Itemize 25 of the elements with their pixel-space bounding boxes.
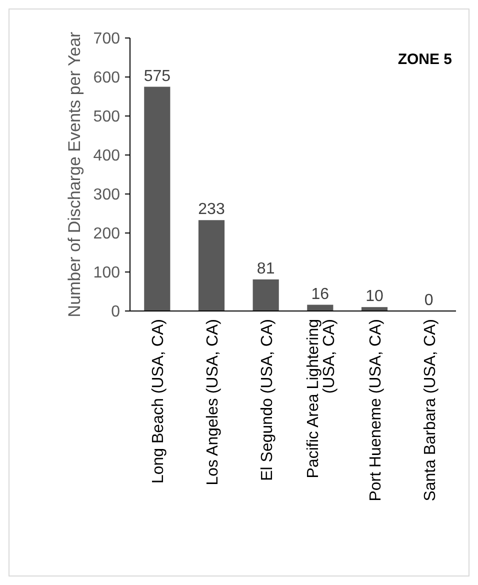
y-tick-label: 200 <box>93 226 120 243</box>
data-label: 233 <box>198 201 225 218</box>
x-tick-label: Pacific Area Lightering (USA, CA) <box>305 319 338 478</box>
x-tick-label: El Segundo (USA, CA) <box>258 319 276 481</box>
y-tick-label: 300 <box>93 186 120 204</box>
bar <box>144 86 170 311</box>
y-tick-label: 600 <box>93 70 120 87</box>
data-label: 575 <box>144 68 171 85</box>
data-label: 0 <box>424 292 434 309</box>
x-tick-label: Long Beach (USA, CA) <box>150 319 168 484</box>
y-axis-title: Number of Discharge Events per Year <box>65 31 84 318</box>
y-tick-label: 700 <box>93 30 120 48</box>
data-label: 16 <box>311 286 330 303</box>
data-label: 10 <box>366 288 384 306</box>
bar <box>198 220 225 311</box>
y-tick-label: 100 <box>93 264 120 282</box>
x-tick-label: Los Angeles (USA, CA) <box>204 319 222 486</box>
y-tick-label: 400 <box>93 148 120 165</box>
bar <box>252 279 279 311</box>
x-tick-label: Santa Barbara (USA, CA) <box>422 319 439 502</box>
y-tick-label: 500 <box>93 108 120 126</box>
annotation: ZONE 5 <box>398 51 452 68</box>
y-tick-label: 0 <box>111 304 120 321</box>
data-label: 81 <box>256 260 275 278</box>
x-tick-label: Port Hueneme (USA, CA) <box>368 319 384 502</box>
